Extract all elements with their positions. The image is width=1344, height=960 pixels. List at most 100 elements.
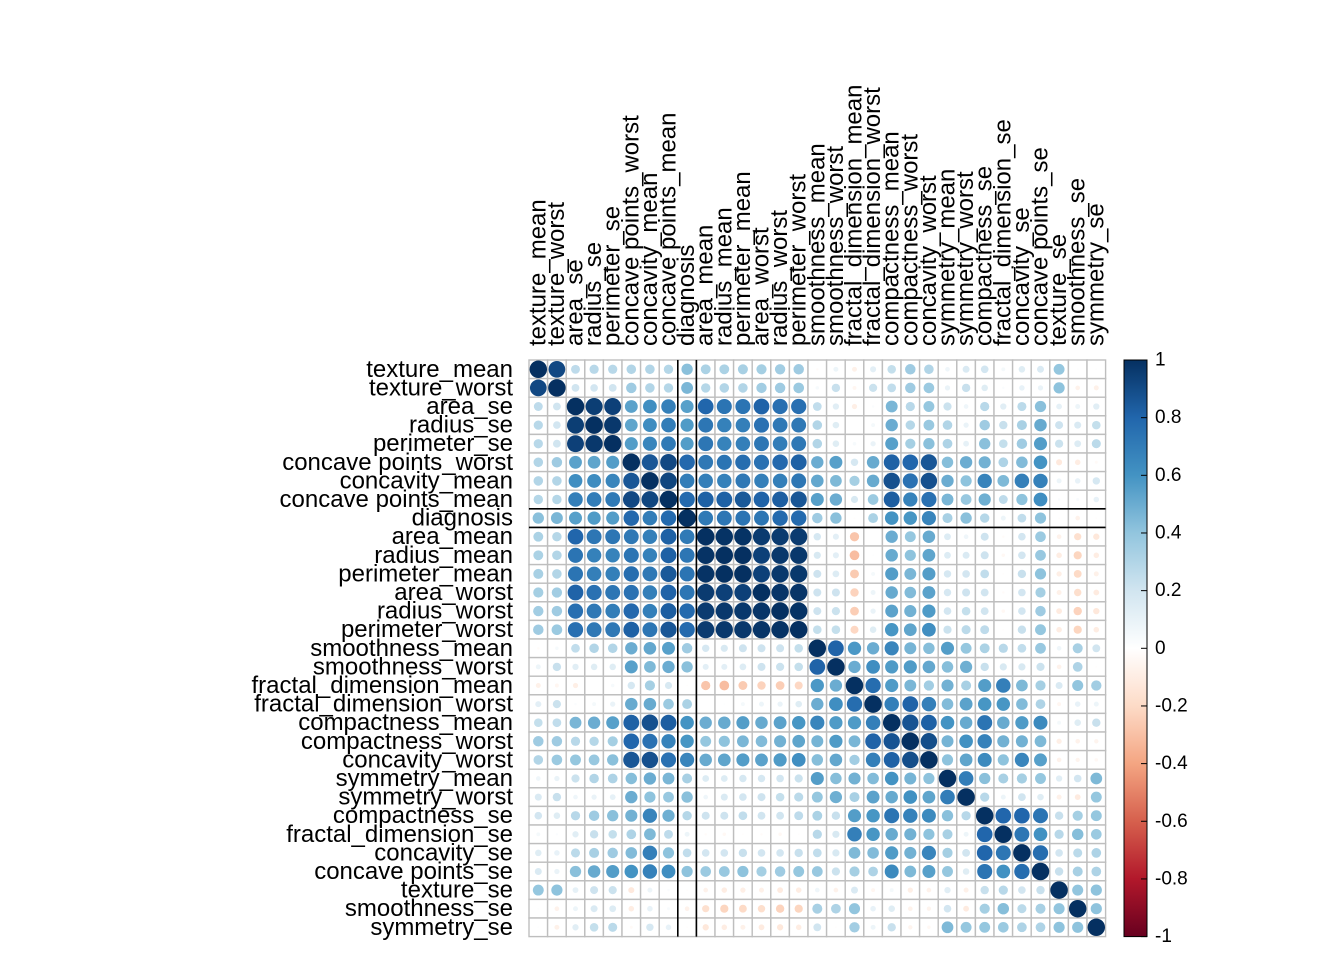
corr-dot-area_se--symmetry_mean bbox=[943, 402, 952, 411]
corr-dot-perimeter_se--texture_se bbox=[1054, 439, 1064, 448]
corr-dot-symmetry_mean--symmetry_mean bbox=[938, 769, 957, 788]
corr-dot-radius_se--fractal_dimension_se bbox=[999, 420, 1008, 430]
corr-dot-concave-points_worst--compactness_se bbox=[978, 456, 991, 469]
corr-dot-diagnosis--concavity_mean bbox=[642, 510, 658, 526]
corr-dot-area_se--concave-points_worst bbox=[624, 400, 638, 413]
corr-dot-texture_mean--concavity_mean bbox=[645, 364, 655, 375]
corr-dot-concave-points_mean--concavity_se bbox=[1016, 493, 1028, 506]
corr-dot-perimeter_mean--area_mean bbox=[697, 565, 715, 583]
corr-dot-compactness_mean--texture_se bbox=[1057, 720, 1062, 725]
corr-dot-texture_se--concave-points_se bbox=[1036, 885, 1045, 895]
corr-dot-symmetry_worst--area_se bbox=[573, 794, 578, 800]
corr-dot-symmetry_mean--compactness_worst bbox=[904, 772, 917, 785]
corr-dot-radius_worst--symmetry_worst bbox=[961, 606, 971, 616]
corr-dot-symmetry_worst--concavity_mean bbox=[644, 791, 656, 803]
row-label: fractal_dimension_mean bbox=[252, 672, 513, 699]
column-label: compactness_mean bbox=[878, 131, 905, 346]
corr-dot-fractal_dimension_mean--fractal_dimension_mean bbox=[845, 676, 864, 695]
corr-dot-smoothness_worst--area_mean bbox=[702, 663, 709, 670]
corr-dot-texture_mean--area_worst bbox=[756, 364, 767, 375]
corr-dot-fractal_dimension_worst--perimeter_worst bbox=[795, 700, 802, 708]
corr-dot-compactness_mean--concave-points_worst bbox=[623, 714, 640, 731]
corr-dot-fractal_dimension_mean--concavity_mean bbox=[644, 680, 655, 691]
corr-dot-area_mean--area_worst bbox=[752, 528, 771, 546]
corr-dot-symmetry_mean--concavity_worst bbox=[923, 772, 935, 785]
corr-dot-concave-points_worst--smoothness_mean bbox=[811, 456, 824, 469]
corr-dot-fractal_dimension_se--fractal_dimension_mean bbox=[847, 827, 862, 842]
corr-dot-compactness_se--diagnosis bbox=[682, 810, 692, 821]
corr-dot-perimeter_se--symmetry_mean bbox=[942, 438, 953, 449]
corr-dot-area_se--fractal_dimension_worst bbox=[871, 405, 875, 408]
corr-dot-compactness_worst--concavity_mean bbox=[642, 733, 658, 749]
corr-dot-diagnosis--area_mean bbox=[698, 510, 714, 526]
corr-dot-radius_worst--fractal_dimension_se bbox=[1001, 609, 1006, 613]
corr-dot-compactness_se--fractal_dimension_se bbox=[995, 807, 1012, 824]
corr-dot-smoothness_worst--fractal_dimension_se bbox=[999, 663, 1007, 671]
corr-dot-fractal_dimension_worst--compactness_mean bbox=[884, 696, 899, 712]
corr-dot-fractal_dimension_mean--concave-points_se bbox=[1035, 680, 1046, 691]
corr-dot-texture_mean--symmetry_worst bbox=[962, 365, 970, 373]
corr-dot-smoothness_mean--compactness_mean bbox=[884, 641, 899, 656]
corr-dot-concavity_mean--area_se bbox=[568, 474, 583, 488]
corr-dot-fractal_dimension_worst--symmetry_se bbox=[1093, 701, 1099, 707]
colorbar-tick-label: -0.2 bbox=[1155, 695, 1188, 716]
corr-dot-concavity_worst--area_se bbox=[570, 754, 581, 766]
corr-dot-fractal_dimension_worst--smoothness_mean bbox=[811, 697, 824, 711]
corr-dot-perimeter_worst--concave-points_se bbox=[1035, 624, 1046, 636]
column-label: texture_mean bbox=[524, 199, 551, 346]
corr-dot-concave-points_se--texture_mean bbox=[534, 868, 542, 875]
corr-dot-area_se--texture_se bbox=[1056, 403, 1062, 410]
colorbar-tick-label: 0.8 bbox=[1155, 407, 1181, 428]
corr-dot-diagnosis--fractal_dimension_worst bbox=[868, 513, 879, 524]
corr-dot-diagnosis--symmetry_mean bbox=[942, 513, 953, 524]
corr-dot-perimeter_mean--radius_mean bbox=[715, 565, 734, 583]
corr-dot-compactness_mean--area_se bbox=[569, 716, 582, 729]
corr-dot-compactness_se--perimeter_mean bbox=[738, 811, 748, 821]
corr-dot-texture_worst--perimeter_mean bbox=[738, 383, 748, 393]
corr-dot-diagnosis--concave-points_se bbox=[1034, 512, 1047, 524]
corr-dot-concavity_worst--smoothness_worst bbox=[829, 753, 843, 767]
corr-dot-smoothness_se--perimeter_se bbox=[609, 905, 617, 913]
corr-dot-area_se--radius_worst bbox=[772, 398, 788, 415]
corr-dot-concavity_worst--symmetry_mean bbox=[941, 754, 954, 766]
corr-dot-texture_mean--compactness_worst bbox=[905, 364, 916, 375]
corr-dot-fractal_dimension_mean--perimeter_mean bbox=[738, 681, 748, 690]
corr-dot-concave-points_worst--concave-points_mean bbox=[660, 453, 677, 471]
corr-dot-area_worst--concavity_se bbox=[1018, 588, 1026, 597]
corr-dot-compactness_se--compactness_mean bbox=[884, 808, 900, 824]
corr-dot-fractal_dimension_se--compactness_mean bbox=[885, 828, 898, 841]
corr-dot-smoothness_worst--concave-points_mean bbox=[662, 660, 675, 674]
corr-dot-compactness_se--area_mean bbox=[701, 811, 710, 820]
column-label: symmetry_se bbox=[1082, 203, 1109, 346]
corr-dot-concavity_se--compactness_se bbox=[976, 845, 993, 861]
corr-dot-texture_mean--diagnosis bbox=[681, 363, 693, 375]
colorbar: 1 0.8 0.6 0.4 0.2 0 -0.2 -0.4 -0.6 -0.8 -1 bbox=[1123, 350, 1188, 947]
row-label: texture_worst bbox=[369, 374, 513, 401]
corr-dot-radius_worst--area_mean bbox=[697, 602, 715, 620]
corr-dot-radius_se--smoothness_worst bbox=[832, 421, 840, 429]
corr-dot-fractal_dimension_mean--area_mean bbox=[701, 680, 711, 691]
corr-dot-radius_mean--fractal_dimension_worst bbox=[872, 554, 874, 557]
corr-dot-diagnosis--perimeter_mean bbox=[735, 510, 751, 526]
row-label: smoothness_mean bbox=[310, 635, 513, 662]
corr-dot-texture_worst--perimeter_se bbox=[608, 383, 617, 392]
corr-dot-radius_mean--concave-points_mean bbox=[660, 547, 677, 564]
corr-dot-fractal_dimension_mean--smoothness_worst bbox=[829, 679, 843, 692]
column-label: radius_worst bbox=[766, 210, 793, 346]
corr-dot-smoothness_mean--texture_worst bbox=[555, 646, 559, 651]
corr-dot-fractal_dimension_mean--texture_worst bbox=[554, 683, 559, 688]
column-label: texture_se bbox=[1045, 234, 1072, 346]
corr-dot-compactness_se--fractal_dimension_mean bbox=[847, 809, 862, 823]
corr-dot-symmetry_se--smoothness_worst bbox=[835, 926, 837, 929]
corr-dot-diagnosis--perimeter_worst bbox=[790, 510, 807, 526]
corr-dot-fractal_dimension_worst--smoothness_worst bbox=[829, 697, 843, 711]
corr-dot-symmetry_worst--perimeter_worst bbox=[794, 792, 804, 802]
corr-dot-perimeter_mean--fractal_dimension_se bbox=[1002, 573, 1005, 575]
corr-dot-smoothness_mean--area_mean bbox=[701, 644, 710, 653]
corr-dot-perimeter_se--concave-points_worst bbox=[624, 437, 638, 451]
corr-dot-symmetry_mean--radius_mean bbox=[720, 775, 728, 782]
corr-dot-perimeter_se--area_se bbox=[567, 435, 584, 453]
corr-dot-concave-points_se--concave-points_worst bbox=[624, 864, 639, 879]
corr-dot-concavity_mean--diagnosis bbox=[679, 473, 695, 489]
